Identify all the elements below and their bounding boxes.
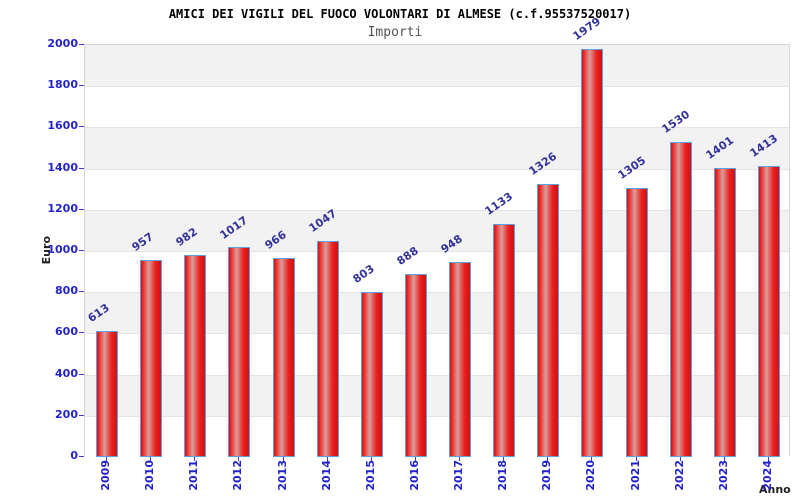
y-tick-label: 1400 — [47, 160, 78, 174]
x-tick-label: 2011 — [187, 460, 201, 491]
bar — [228, 247, 251, 457]
gridline — [85, 415, 789, 417]
x-axis-title: Anno — [759, 483, 791, 496]
gridline — [85, 168, 789, 170]
x-tick-mark — [591, 457, 593, 461]
bar — [581, 49, 604, 457]
x-tick-label: 2012 — [231, 460, 245, 491]
background-band — [85, 45, 789, 87]
y-tick-mark — [79, 456, 84, 457]
gridline — [85, 127, 789, 129]
y-tick-mark — [79, 291, 84, 293]
gridline — [85, 209, 789, 211]
x-tick-label: 2021 — [628, 460, 642, 491]
bar — [493, 223, 516, 457]
y-tick-mark — [79, 332, 84, 334]
x-tick-label: 2016 — [407, 460, 421, 491]
x-tick-label: 2009 — [99, 460, 113, 491]
x-tick-label: 2015 — [363, 460, 377, 491]
bar — [360, 291, 383, 457]
y-tick-mark — [79, 414, 84, 416]
x-tick-mark — [414, 457, 416, 461]
plot-area: 613 957 982 1017 966 1047 803 888 948 1133 1326 197… — [84, 15, 790, 457]
x-tick-mark — [370, 457, 372, 461]
y-tick-label: 1600 — [47, 119, 78, 133]
x-tick-mark — [459, 457, 461, 461]
x-tick-label: 2018 — [496, 460, 510, 491]
chart-title: AMICI DEI VIGILI DEL FUOCO VOLONTARI DI … — [168, 7, 632, 21]
bar — [449, 261, 472, 457]
y-tick-label: 600 — [55, 325, 78, 339]
x-tick-mark — [326, 457, 328, 461]
chart-subtitle: Importi — [367, 25, 423, 40]
y-tick-mark — [79, 167, 84, 169]
gridline — [85, 251, 789, 252]
bar — [316, 241, 339, 457]
bar — [184, 254, 207, 457]
x-tick-mark — [194, 457, 196, 461]
bar — [404, 274, 427, 457]
y-tick-mark — [79, 44, 84, 45]
y-tick-mark — [79, 373, 84, 375]
x-tick-mark — [635, 457, 637, 461]
y-tick-label: 1000 — [47, 243, 78, 256]
bar — [625, 188, 648, 457]
x-tick-label: 2019 — [540, 460, 554, 491]
bar — [140, 259, 163, 457]
bar — [96, 330, 119, 457]
y-tick-label: 1800 — [47, 78, 78, 92]
bar — [272, 258, 295, 457]
y-tick-label: 800 — [55, 284, 78, 298]
x-tick-label: 2024 — [760, 460, 774, 491]
x-tick-mark — [767, 457, 769, 461]
x-tick-mark — [150, 457, 152, 461]
x-tick-label: 2010 — [143, 460, 157, 491]
x-tick-mark — [679, 457, 681, 461]
x-tick-mark — [282, 457, 284, 461]
bar — [669, 141, 692, 457]
y-tick-mark — [79, 250, 84, 251]
y-tick-label: 200 — [55, 407, 78, 421]
x-tick-label: 2023 — [716, 460, 730, 491]
x-tick-mark — [503, 457, 505, 461]
bar — [757, 165, 780, 457]
x-tick-mark — [106, 457, 108, 461]
y-tick-label: 1200 — [47, 201, 78, 215]
x-tick-label: 2013 — [275, 460, 289, 491]
bar — [537, 183, 560, 457]
x-tick-label: 2017 — [452, 460, 466, 491]
x-tick-mark — [238, 457, 240, 461]
y-tick-label: 2000 — [47, 37, 78, 50]
y-tick-mark — [79, 85, 84, 87]
bar — [713, 168, 736, 457]
x-tick-mark — [723, 457, 725, 461]
gridline — [85, 333, 789, 335]
y-tick-label: 0 — [70, 449, 78, 462]
background-band — [85, 86, 789, 128]
x-tick-mark — [547, 457, 549, 461]
gridline — [85, 86, 789, 88]
y-tick-mark — [79, 126, 84, 128]
y-tick-label: 400 — [55, 366, 78, 380]
y-tick-mark — [79, 208, 84, 210]
x-tick-label: 2014 — [319, 460, 333, 491]
gridline — [85, 374, 789, 376]
x-tick-label: 2022 — [672, 460, 686, 491]
gridline — [85, 292, 789, 294]
x-tick-label: 2020 — [584, 460, 598, 491]
